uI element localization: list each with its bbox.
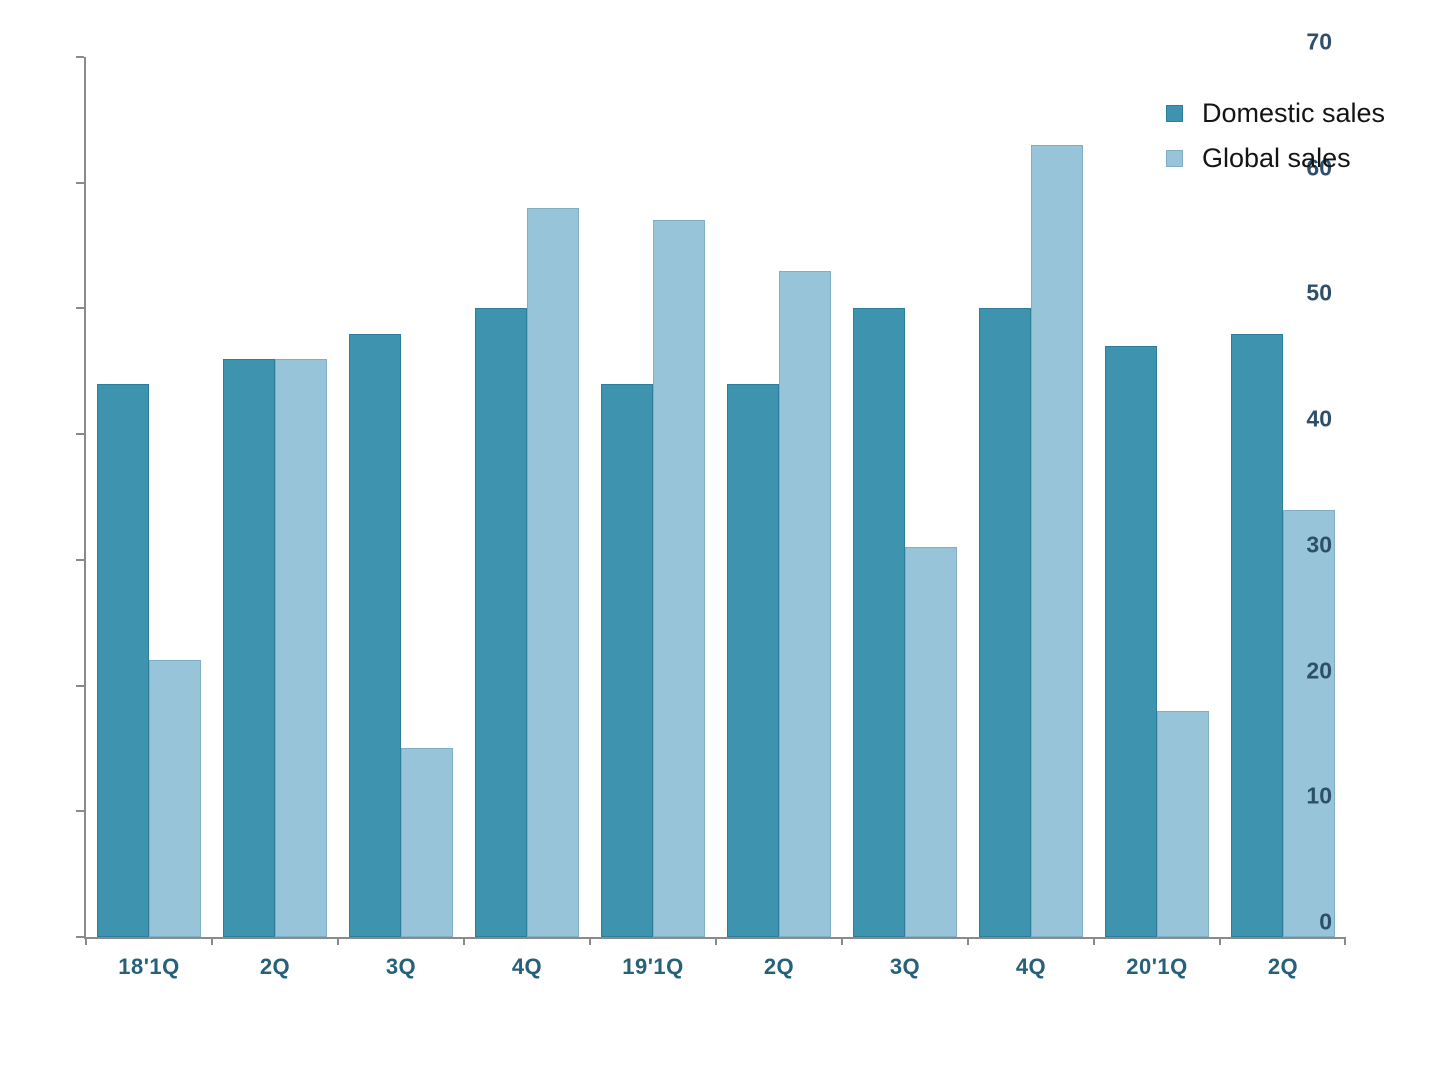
y-tick-label: 10 xyxy=(1306,782,1332,809)
legend-label-domestic-sales: Domestic sales xyxy=(1202,97,1386,128)
legend: Domestic sales Global sales xyxy=(1166,97,1385,174)
bar-domestic-sales xyxy=(474,308,527,937)
x-axis-tick xyxy=(337,937,339,945)
bar-domestic-sales xyxy=(1104,346,1157,937)
bar-group-1: 18'1Q xyxy=(86,57,212,979)
legend-item-domestic-sales: Domestic sales xyxy=(1166,97,1385,129)
bar-domestic-sales xyxy=(600,383,653,937)
y-axis-tick xyxy=(76,181,84,184)
y-axis-tick xyxy=(76,936,84,938)
y-axis-tick xyxy=(76,433,84,436)
bar-global-sales xyxy=(401,748,454,937)
bar-group-3: 3Q xyxy=(338,57,464,979)
bar-domestic-sales xyxy=(978,308,1031,937)
bar-domestic-sales xyxy=(852,308,905,937)
y-tick-label: 30 xyxy=(1306,531,1332,558)
x-axis-tick xyxy=(715,937,717,945)
bar-domestic-sales xyxy=(348,333,401,937)
plot-area: 18'1Q 2Q 3Q 4Q 19'1Q 2Q 3Q 4Q 20'1Q 2Q 0 10 20 30 40 5… xyxy=(76,29,1346,979)
bar-group-4: 4Q xyxy=(464,57,590,979)
x-tick-label: 19'1Q xyxy=(622,954,684,979)
x-tick-label: 18'1Q xyxy=(118,954,180,979)
x-tick-label: 3Q xyxy=(385,954,417,979)
bar-domestic-sales xyxy=(1230,333,1283,937)
x-axis-tick xyxy=(841,937,843,945)
x-tick-label: 2Q xyxy=(1267,954,1299,979)
bar-group-8: 4Q xyxy=(968,57,1094,979)
bar-domestic-sales xyxy=(222,358,275,937)
bar-groups: 18'1Q 2Q 3Q 4Q 19'1Q 2Q 3Q 4Q 20'1Q 2Q xyxy=(86,57,1346,979)
domestic-sales-swatch-icon xyxy=(1166,104,1183,122)
y-axis-tick xyxy=(76,684,84,687)
y-axis-tick xyxy=(76,56,84,58)
y-tick-label: 60 xyxy=(1306,154,1332,181)
y-axis-tick xyxy=(76,558,84,561)
x-tick-label: 3Q xyxy=(889,954,921,979)
bar-global-sales xyxy=(1031,145,1084,937)
bar-group-7: 3Q xyxy=(842,57,968,979)
bar-global-sales xyxy=(527,207,580,937)
y-axis-tick xyxy=(76,810,84,813)
y-tick-label: 70 xyxy=(1306,28,1332,55)
x-tick-label: 2Q xyxy=(259,954,291,979)
bar-global-sales xyxy=(149,660,202,937)
bar-group-6: 2Q xyxy=(716,57,842,979)
bar-global-sales xyxy=(653,220,706,937)
y-axis-tick xyxy=(76,307,84,310)
x-tick-label: 4Q xyxy=(1015,954,1047,979)
x-axis-tick xyxy=(1093,937,1095,945)
x-axis-tick xyxy=(85,937,87,945)
bar-global-sales xyxy=(1157,710,1210,937)
bar-global-sales xyxy=(275,358,328,937)
bar-global-sales xyxy=(905,547,958,937)
global-sales-swatch-icon xyxy=(1166,149,1183,167)
y-tick-label: 20 xyxy=(1306,657,1332,684)
y-tick-label: 0 xyxy=(1319,908,1332,935)
y-tick-label: 40 xyxy=(1306,405,1332,432)
x-axis-tick xyxy=(967,937,969,945)
x-tick-label: 2Q xyxy=(763,954,795,979)
x-axis-tick xyxy=(1219,937,1221,945)
x-axis-tick xyxy=(589,937,591,945)
bar-domestic-sales xyxy=(96,383,149,937)
bar-group-5: 19'1Q xyxy=(590,57,716,979)
bar-group-2: 2Q xyxy=(212,57,338,979)
bar-group-9: 20'1Q xyxy=(1094,57,1220,979)
x-axis-tick xyxy=(211,937,213,945)
x-tick-label: 4Q xyxy=(511,954,543,979)
legend-label-global-sales: Global sales xyxy=(1202,142,1351,173)
x-tick-label: 20'1Q xyxy=(1126,954,1188,979)
y-tick-label: 50 xyxy=(1306,279,1332,306)
bar-group-10: 2Q xyxy=(1220,57,1346,979)
x-axis-tick xyxy=(463,937,465,945)
bar-domestic-sales xyxy=(726,383,779,937)
bar-global-sales xyxy=(779,270,832,937)
bar-global-sales xyxy=(1283,509,1336,937)
legend-item-global-sales: Global sales xyxy=(1166,142,1385,174)
x-axis-tick xyxy=(1344,937,1346,945)
